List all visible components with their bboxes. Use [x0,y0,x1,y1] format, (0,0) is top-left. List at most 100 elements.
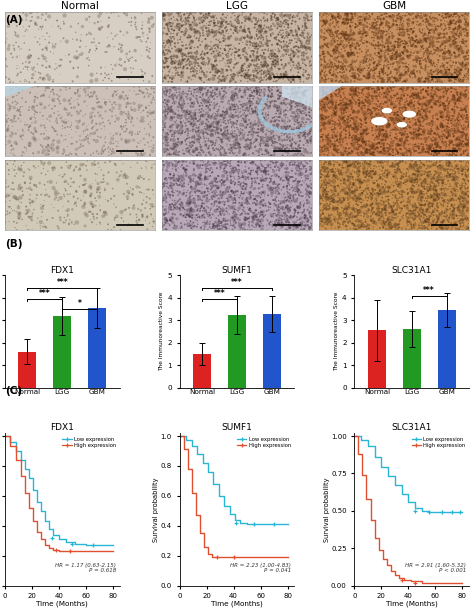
Point [327,192,335,201]
Point [36,34,44,43]
Point [327,68,334,77]
Point [318,60,326,70]
Point [427,199,434,209]
Point [134,151,141,160]
Point [429,27,437,37]
Point [306,202,313,212]
Point [398,109,405,119]
Point [53,63,61,73]
Point [18,198,25,207]
Point [437,175,445,185]
Point [342,168,350,178]
Point [12,28,19,38]
Point [89,201,96,211]
Point [84,119,92,129]
Point [435,178,443,188]
Point [260,212,267,221]
Point [328,173,336,183]
Point [273,211,281,221]
Point [399,77,406,87]
Point [461,195,469,204]
Point [289,132,296,142]
Point [208,88,215,98]
Point [163,87,171,97]
Point [379,171,387,181]
Point [344,10,351,20]
Point [139,113,146,123]
Point [398,47,405,57]
Point [91,121,98,131]
Point [241,212,249,221]
Point [199,54,206,64]
Point [250,85,258,95]
Point [163,85,171,95]
Point [214,99,221,109]
Point [172,117,179,127]
Point [329,60,337,70]
Point [405,52,412,62]
Point [387,68,394,78]
Point [456,139,463,149]
Point [409,202,417,212]
Point [385,29,392,38]
Point [173,124,181,134]
Point [127,117,135,127]
Point [452,23,459,33]
Point [217,126,224,135]
Point [457,199,465,209]
Point [335,10,342,20]
Point [49,96,56,106]
Point [330,66,337,76]
Point [436,10,443,20]
Point [246,105,253,115]
Point [394,181,402,191]
Point [26,195,33,204]
Point [282,209,289,218]
Point [258,188,266,198]
Point [349,95,356,105]
Point [340,175,348,185]
Point [405,121,413,131]
Point [406,147,414,157]
Point [458,73,466,83]
Point [272,130,280,140]
Point [360,156,368,166]
Point [166,159,173,169]
Point [338,65,346,74]
Point [232,186,239,196]
Point [235,12,242,21]
Point [325,118,332,128]
Point [41,102,49,112]
Point [164,131,171,141]
Point [415,126,422,136]
Point [426,98,434,107]
Point [255,179,263,188]
Point [261,175,269,185]
Point [295,100,302,110]
Point [37,99,45,109]
Point [455,70,462,80]
Point [299,21,306,30]
Point [87,207,94,217]
Point [460,167,468,176]
Point [261,167,268,177]
Point [450,108,458,118]
Point [271,21,279,30]
Point [372,91,380,101]
Point [401,64,409,74]
Point [400,196,407,206]
Point [115,138,122,148]
Point [257,57,265,67]
Point [200,146,207,156]
Point [250,149,258,159]
Point [363,30,370,40]
Point [382,135,389,145]
Point [218,218,225,228]
Point [392,48,400,58]
Point [223,104,230,113]
Point [320,119,328,129]
Point [397,113,404,123]
Point [345,161,353,171]
Point [346,210,354,220]
Point [174,176,182,185]
